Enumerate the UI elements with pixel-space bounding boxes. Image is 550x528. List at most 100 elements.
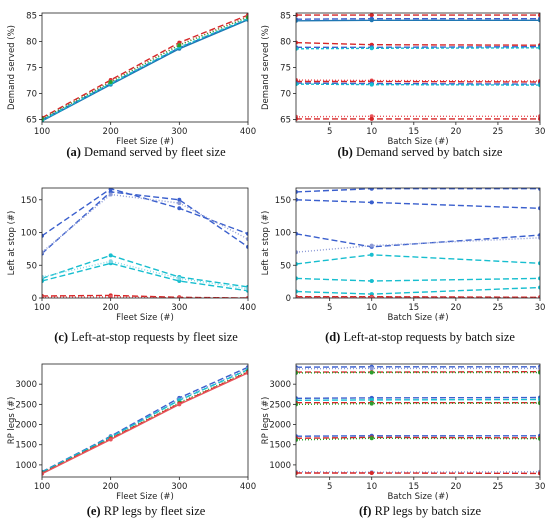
y-tick-label: 50 [280, 261, 291, 271]
y-tick-label: 75 [26, 64, 37, 74]
x-tick-label: 100 [34, 127, 50, 137]
data-point [296, 82, 298, 87]
series-group [42, 188, 248, 298]
data-point [42, 250, 44, 255]
series-line-5 [42, 262, 248, 292]
data-point [538, 116, 540, 121]
data-point [108, 80, 113, 84]
x-tick-label: 15 [408, 303, 419, 313]
data-point [42, 233, 44, 238]
series-line-1 [42, 188, 248, 237]
data-point [369, 366, 374, 371]
series-group [296, 364, 540, 476]
series-line-1 [42, 14, 248, 119]
x-tick-label: 25 [493, 303, 504, 313]
plot-frame [295, 12, 541, 123]
caption-text: RP legs by fleet size [101, 504, 206, 518]
caption-text: Demand served by fleet size [81, 145, 226, 159]
y-tick-label: 150 [21, 196, 37, 206]
data-point [538, 296, 540, 298]
series-line-7 [296, 286, 540, 295]
data-point [538, 401, 540, 406]
series-group [42, 13, 248, 122]
data-point [369, 82, 374, 87]
x-tick-label: 15 [408, 127, 419, 137]
data-point [246, 231, 248, 236]
y-tick-label: 1500 [15, 441, 37, 451]
data-point [369, 401, 374, 406]
y-axis-label: Left at stop (#) [261, 211, 271, 276]
data-point [369, 295, 374, 298]
data-point [108, 253, 113, 258]
y-tick-label: 2000 [15, 421, 37, 431]
data-point [369, 13, 374, 18]
x-tick-label: 400 [240, 482, 256, 492]
y-tick-label: 150 [275, 196, 291, 206]
series-line-4 [42, 19, 248, 122]
x-tick-label: 300 [171, 482, 187, 492]
data-point [177, 296, 182, 298]
data-point [369, 252, 374, 257]
caption-text: Demand served by batch size [353, 145, 503, 159]
caption-tag: (e) [87, 504, 101, 518]
data-point [369, 397, 374, 402]
data-point [296, 231, 298, 236]
series-line-5 [42, 18, 248, 122]
data-point [538, 471, 540, 476]
x-tick-label: 30 [535, 127, 546, 137]
chart-panel-4: 5 10 15 20 25 30 0 50 100 150 Batch Size (#) Left a… [261, 187, 545, 344]
y-axis-label: Demand served (%) [261, 25, 271, 110]
x-tick-label: 15 [408, 482, 419, 492]
x-tick-label: 5 [327, 127, 332, 137]
data-point [296, 402, 298, 407]
x-tick-label: 25 [493, 482, 504, 492]
series-line-6 [42, 16, 248, 120]
data-point [538, 83, 540, 88]
y-tick-label: 3000 [269, 380, 291, 390]
caption-text: RP legs by batch size [371, 504, 481, 518]
y-axis-label: Left at stop (#) [7, 211, 17, 276]
x-axis-label: Batch Size (#) [387, 313, 448, 323]
x-tick-label: 200 [103, 127, 119, 137]
caption-tag: (c) [54, 330, 68, 344]
data-point [296, 250, 298, 255]
data-point [177, 206, 182, 211]
plot-frame [41, 12, 249, 123]
data-point [246, 244, 248, 249]
data-point [296, 262, 298, 266]
series-line-2 [42, 368, 248, 474]
y-tick-label: 1000 [269, 461, 291, 471]
series-group [42, 365, 248, 476]
data-point [538, 235, 540, 240]
data-point [538, 13, 540, 18]
series-line-8 [296, 80, 540, 83]
data-point [296, 18, 298, 23]
data-point [538, 285, 540, 290]
x-axis-label: Batch Size (#) [387, 492, 448, 502]
x-tick-label: 5 [327, 482, 332, 492]
data-point [42, 471, 44, 476]
y-tick-label: 80 [26, 38, 37, 48]
series-line-6 [42, 260, 248, 290]
series-line-4 [42, 254, 248, 288]
series-line-6 [42, 372, 248, 475]
caption-tag: (a) [66, 145, 81, 159]
series-line-1 [296, 188, 540, 193]
plot-frame [41, 363, 249, 478]
data-point [296, 366, 298, 371]
data-point [42, 279, 44, 283]
x-tick-label: 300 [171, 127, 187, 137]
data-point [296, 437, 298, 442]
data-point [108, 437, 113, 442]
y-tick-label: 100 [21, 229, 37, 239]
series-line-6 [296, 277, 540, 282]
plot-frame [41, 187, 249, 299]
y-tick-label: 65 [280, 115, 291, 125]
series-line-2 [296, 199, 540, 209]
data-point [296, 295, 298, 298]
series-group [296, 188, 540, 298]
y-tick-label: 0 [32, 294, 37, 304]
